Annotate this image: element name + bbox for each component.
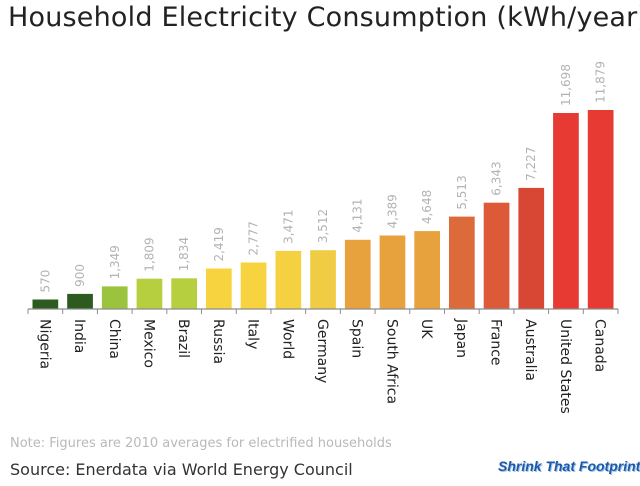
category-label: Canada	[592, 319, 608, 372]
bar-canada	[587, 110, 614, 309]
category-label: Nigeria	[36, 319, 52, 369]
bar-russia	[206, 268, 232, 309]
category-labels-group: Nigeria India China Mexico Brazil Russia Italy…	[36, 318, 607, 414]
value-label: 4,389	[385, 194, 399, 228]
footnote: Note: Figures are 2010 averages for elec…	[10, 436, 392, 451]
category-label: France	[488, 319, 504, 366]
category-label: South Africa	[383, 319, 399, 404]
bar-united-states	[553, 113, 579, 309]
bar-france	[483, 202, 510, 309]
bar-italy	[240, 262, 267, 309]
shrink-that-footprint-logo[interactable]: Shrink That Footprint	[498, 458, 640, 474]
bars-group	[32, 110, 614, 309]
bar-world	[275, 250, 302, 309]
category-label: Germany	[314, 319, 330, 383]
bar-mexico	[136, 278, 163, 309]
value-label: 11,879	[594, 61, 608, 103]
value-label: 3,512	[316, 209, 330, 243]
value-label: 7,227	[524, 147, 538, 181]
category-label: India	[71, 319, 87, 353]
value-label: 11,698	[559, 64, 573, 106]
value-label: 6,343	[490, 161, 504, 195]
value-label: 570	[38, 270, 52, 293]
value-labels-group: 570 900 1,349 1,809 1,834 2,419 2,777 3,471 3,51…	[38, 61, 607, 292]
category-label: Spain	[349, 319, 365, 358]
bar-india	[67, 293, 93, 309]
category-label: UK	[418, 319, 434, 339]
chart-title: Household Electricity Consumption (kWh/y…	[8, 2, 640, 33]
value-label: 1,834	[177, 237, 191, 271]
value-label: 1,349	[108, 245, 122, 279]
value-label: 5,513	[455, 175, 469, 209]
category-label: Brazil	[175, 319, 191, 358]
value-label: 2,419	[212, 227, 226, 261]
value-label: 2,777	[247, 221, 261, 255]
source-text: Source: Enerdata via World Energy Counci…	[10, 460, 353, 479]
category-label: China	[106, 319, 122, 359]
bar-germany	[310, 250, 336, 309]
value-label: 3,471	[281, 209, 295, 243]
category-label: Italy	[245, 319, 261, 349]
category-label: Mexico	[140, 319, 156, 368]
bar-nigeria	[32, 299, 59, 309]
category-label: Russia	[210, 319, 226, 364]
value-label: 4,648	[420, 190, 434, 224]
bar-china	[101, 286, 128, 309]
x-ticks-group	[27, 309, 619, 314]
value-label: 1,809	[142, 237, 156, 271]
value-label: 4,131	[351, 198, 365, 232]
value-label: 900	[73, 264, 87, 287]
bar-spain	[344, 239, 371, 309]
category-label: United States	[557, 319, 573, 414]
category-label: Japan	[453, 318, 469, 358]
category-label: Australia	[522, 319, 538, 381]
bar-south-africa	[379, 235, 406, 309]
bar-australia	[518, 187, 545, 309]
bar-brazil	[171, 278, 197, 309]
category-label: World	[279, 319, 295, 359]
bar-uk	[414, 231, 440, 309]
bar-japan	[449, 216, 475, 309]
